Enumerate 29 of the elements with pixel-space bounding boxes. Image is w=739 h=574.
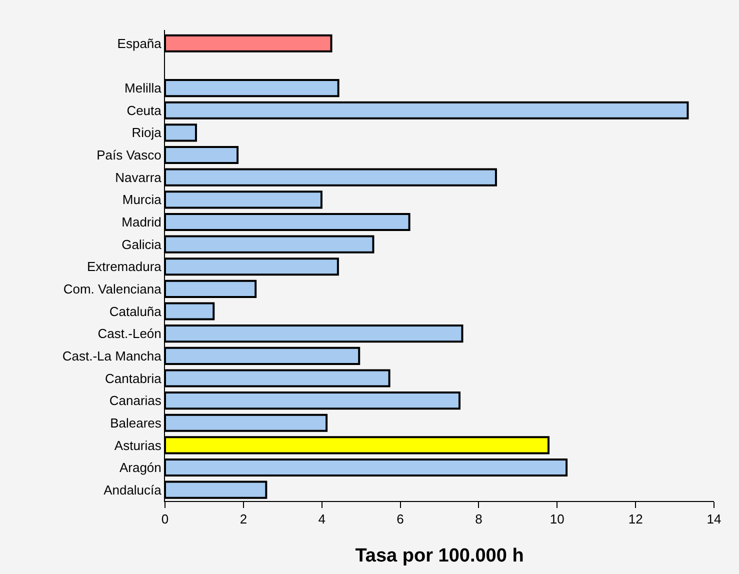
y-tick-label: Cast.-León (98, 326, 162, 342)
x-tick-label: 2 (240, 512, 248, 527)
y-tick-label: Baleares (110, 415, 162, 430)
y-tick-label: Asturias (114, 438, 162, 453)
y-tick-label: Canarias (109, 393, 162, 408)
y-tick-label: Cataluña (109, 304, 162, 319)
y-tick-label: Madrid (122, 214, 162, 230)
y-tick-label: Ceuta (126, 102, 162, 118)
y-tick-label: Murcia (122, 192, 162, 208)
x-tick-label: 14 (706, 512, 722, 527)
y-tick-label: Com. Valenciana (63, 281, 162, 296)
x-tick-label: 4 (318, 512, 326, 527)
x-tick-label: 10 (550, 512, 564, 527)
y-tick-label: País Vasco (96, 148, 162, 163)
x-tick-label: 0 (161, 512, 169, 527)
y-tick-label: Navarra (115, 170, 162, 185)
y-tick-label: Galicia (122, 236, 162, 252)
y-tick-label: Cast.-La Mancha (62, 348, 162, 364)
y-tick-label: Rioja (132, 125, 162, 140)
x-tick-label: 12 (628, 512, 643, 527)
x-tick-label: 8 (475, 512, 482, 527)
y-tick-label: Andalucía (104, 482, 162, 498)
y-tick-label: Extremadura (86, 259, 162, 274)
y-tick-label: Aragón (119, 460, 162, 476)
x-tick-label: 6 (396, 512, 404, 527)
y-tick-label: Cantabria (105, 370, 162, 386)
y-tick-label: España (117, 36, 162, 51)
x-axis-title: Tasa por 100.000 h (355, 545, 524, 566)
y-tick-label: Melilla (124, 80, 162, 96)
